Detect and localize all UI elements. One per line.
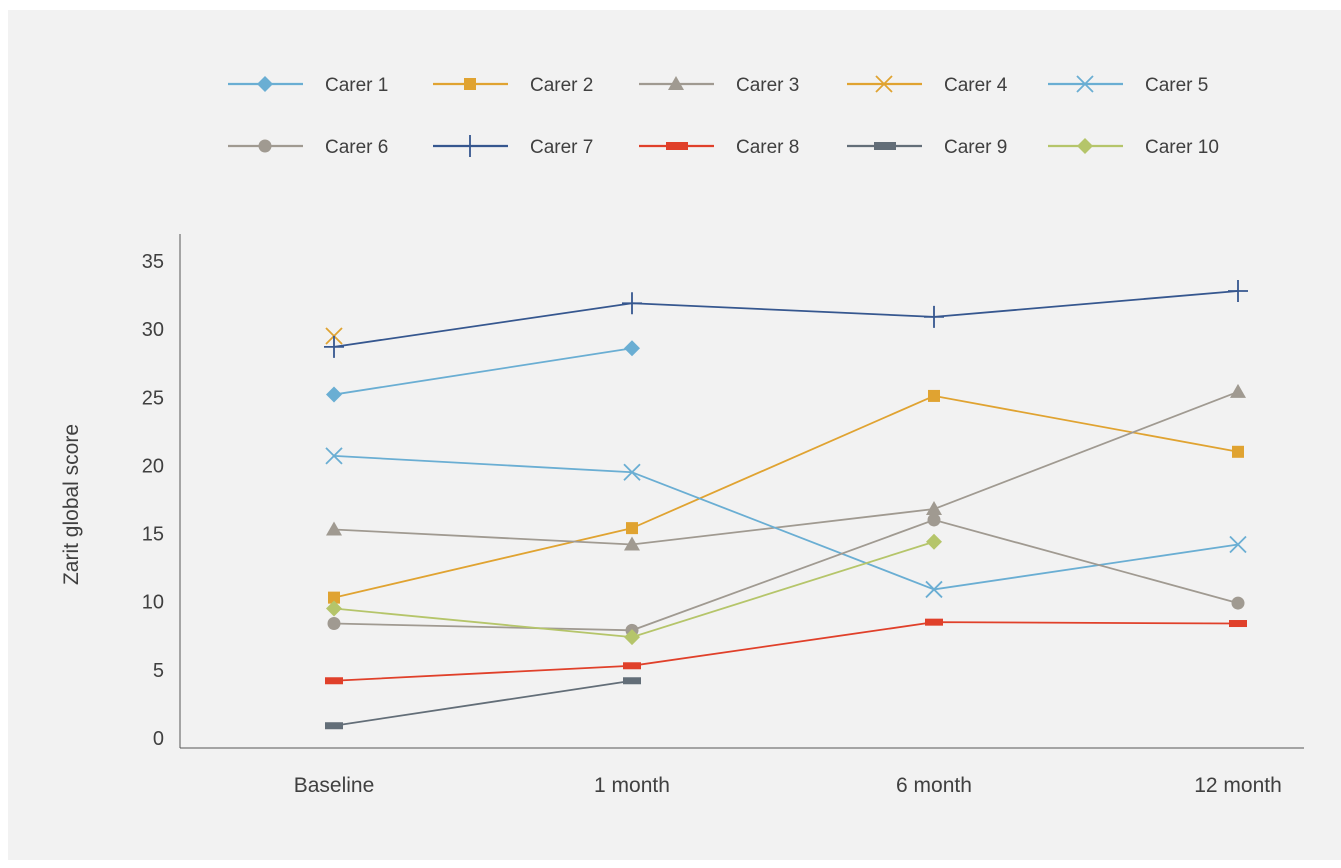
- y-tick-label: 0: [153, 728, 164, 750]
- carer-1-line: [333, 347, 633, 396]
- legend-carer-3-label: Carer 3: [736, 75, 799, 96]
- carer-10-line: [333, 540, 935, 639]
- legend-carer-4-label: Carer 4: [944, 75, 1008, 96]
- y-tick-label: 5: [153, 660, 164, 682]
- carer-5-point: [925, 580, 943, 599]
- y-tick-label: 10: [142, 592, 164, 614]
- legend-carer-8-label: Carer 8: [736, 137, 799, 158]
- legend-carer-1-marker: [257, 76, 273, 92]
- carer-8-line: [333, 621, 1239, 682]
- y-tick-label: 20: [142, 455, 164, 477]
- carer-7-point: [324, 335, 344, 358]
- carer-6-line: [333, 518, 1239, 632]
- legend-carer-10-marker: [1077, 138, 1093, 154]
- carer-10-point: [326, 600, 342, 617]
- carer-3-line: [333, 390, 1239, 546]
- carer-8-point: [1229, 620, 1247, 628]
- carer-7-point: [1228, 279, 1248, 302]
- carer-1-point: [326, 386, 342, 403]
- y-tick-label: 15: [142, 524, 164, 546]
- x-tick-label: 6 month: [896, 774, 972, 797]
- legend-carer-6-label: Carer 6: [325, 137, 388, 158]
- carer-8-point: [325, 677, 343, 685]
- legend-carer-2-label: Carer 2: [530, 75, 593, 96]
- carer-6-point: [927, 513, 941, 527]
- y-tick-label: 30: [142, 319, 164, 341]
- legend-carer-7-label: Carer 7: [530, 137, 593, 158]
- carer-2-point: [1232, 445, 1244, 458]
- legend-carer-2-marker: [464, 78, 476, 90]
- carer-5-point: [1229, 535, 1247, 554]
- carer-1-point: [624, 340, 640, 357]
- carer-3-point: [326, 521, 342, 536]
- carer-3-point: [926, 501, 942, 516]
- legend-carer-3-marker: [668, 76, 684, 90]
- legend-carer-5-label: Carer 5: [1145, 75, 1208, 96]
- carer-7-line: [333, 290, 1239, 348]
- y-tick-label: 35: [142, 251, 164, 273]
- carer-2-point: [928, 389, 940, 402]
- y-tick-label: 25: [142, 387, 164, 409]
- carer-8-point: [925, 618, 943, 626]
- carer-2-point: [328, 591, 340, 604]
- carer-7-point: [924, 305, 944, 328]
- carer-5-point: [623, 463, 641, 481]
- carer-7-point: [622, 292, 642, 315]
- x-tick-label: 12 month: [1194, 774, 1282, 797]
- carer-8-point: [623, 662, 641, 670]
- carer-9-point: [325, 722, 343, 730]
- carer-3-point: [624, 536, 640, 551]
- carer-5-line: [333, 454, 1239, 591]
- legend-carer-8-marker: [666, 142, 688, 150]
- carer-10-point: [926, 533, 942, 550]
- legend-carer-10-label: Carer 10: [1145, 137, 1219, 158]
- carer-6-point: [327, 617, 341, 631]
- carer-9-point: [623, 677, 641, 685]
- legend-carer-9-label: Carer 9: [944, 137, 1007, 158]
- x-tick-label: Baseline: [294, 774, 375, 797]
- chart-background: 0 5 10 15 20 25 30 35 Baseline 1 month 6 month 12 m…: [8, 10, 1341, 860]
- legend-carer-6-marker: [258, 139, 272, 153]
- legend-carer-9-marker: [874, 142, 896, 150]
- y-axis-label: Zarit global score: [60, 424, 83, 585]
- x-tick-label: 1 month: [594, 774, 670, 797]
- line-chart: 0 5 10 15 20 25 30 35 Baseline 1 month 6 month 12 m…: [60, 75, 1304, 797]
- carer-5-point: [325, 447, 343, 465]
- carer-6-point: [1231, 596, 1245, 610]
- carer-10-point: [624, 629, 640, 646]
- carer-9-line: [333, 679, 633, 727]
- legend-carer-1-label: Carer 1: [325, 75, 388, 96]
- carer-2-line: [333, 394, 1239, 599]
- carer-2-point: [626, 522, 638, 535]
- legend-carer-4-marker: [875, 75, 893, 93]
- carer-3-point: [1230, 383, 1246, 398]
- legend-carer-7-marker: [460, 135, 480, 157]
- legend-carer-5-marker: [1076, 75, 1094, 93]
